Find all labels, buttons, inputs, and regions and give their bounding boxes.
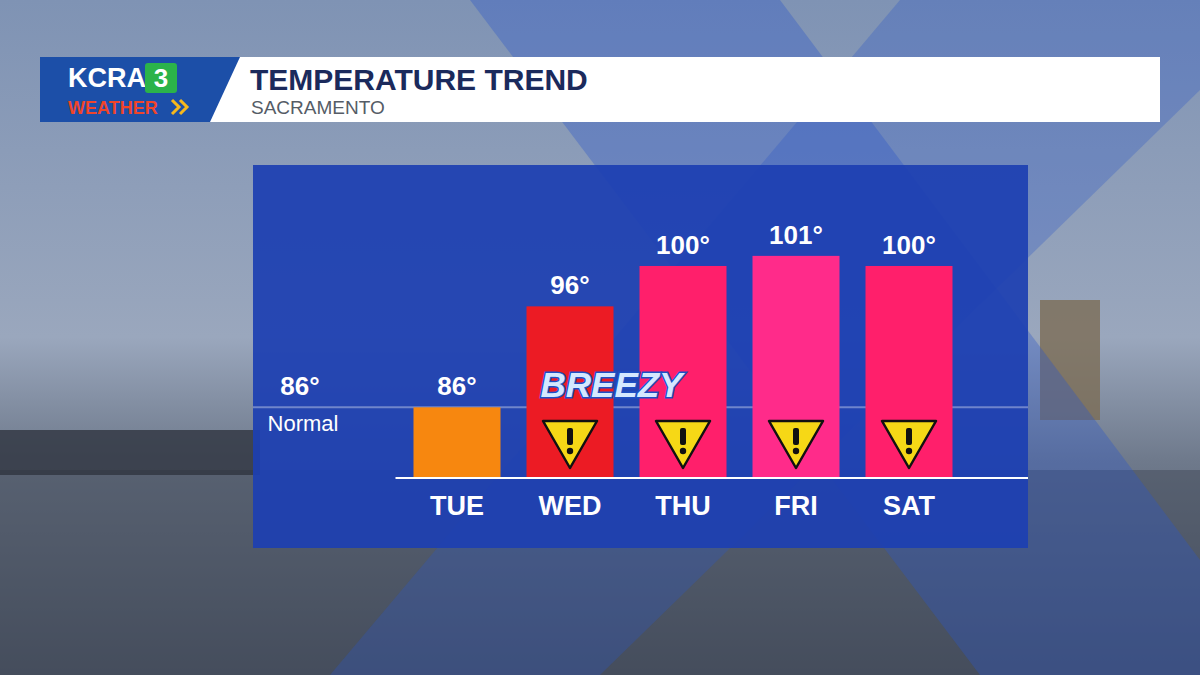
alert-mark (793, 428, 799, 445)
subtitle: SACRAMENTO (251, 97, 385, 118)
chevron (172, 100, 179, 114)
category-label: WED (539, 491, 602, 521)
labels: 86° TUE 96° WED 100° THU 101° FRI 100° SAT BREEZY (430, 220, 936, 521)
alert-triangle (882, 421, 936, 468)
alert-triangle (769, 421, 823, 468)
alert-dot (567, 448, 573, 454)
data-label: 100° (882, 230, 936, 260)
normal-value: 86° (280, 371, 319, 401)
title: TEMPERATURE TREND (250, 63, 588, 96)
logo: KCRA (68, 63, 146, 93)
alert-icon (882, 421, 936, 468)
bar (866, 266, 953, 478)
alert-mark (680, 428, 686, 445)
alert-icon (656, 421, 710, 468)
category-label: FRI (774, 491, 818, 521)
logo-box (40, 57, 240, 122)
channel-box (145, 63, 177, 93)
category-label: THU (655, 491, 711, 521)
normal-label: Normal (268, 411, 339, 436)
data-label: 100° (656, 230, 710, 260)
alert-triangle (543, 421, 597, 468)
data-label: 101° (769, 220, 823, 250)
data-label: 86° (437, 371, 476, 401)
alert-mark (567, 428, 573, 445)
alert-dot (793, 448, 799, 454)
alert-icon (769, 421, 823, 468)
plot-panel (253, 165, 1028, 548)
bars (414, 256, 953, 478)
alert-dot (680, 448, 686, 454)
channel: 3 (154, 63, 168, 93)
annotation: BREEZY (541, 365, 686, 404)
chevron (180, 100, 187, 114)
bar (414, 407, 501, 478)
alert-mark (906, 428, 912, 445)
alert-dot (906, 448, 912, 454)
alert-icon (543, 421, 597, 468)
chart: KCRA 3 WEATHER TEMPERATURE TRENDSACRAMENTO 8… (0, 0, 1200, 675)
alert-triangle (656, 421, 710, 468)
category-label: SAT (883, 491, 936, 521)
data-label: 96° (550, 270, 589, 300)
brand: WEATHER (68, 98, 158, 118)
background (0, 0, 1200, 675)
category-label: TUE (430, 491, 484, 521)
boat (0, 430, 260, 475)
header-bar (205, 57, 1160, 122)
bar (753, 256, 840, 478)
x-axis (396, 477, 1029, 479)
